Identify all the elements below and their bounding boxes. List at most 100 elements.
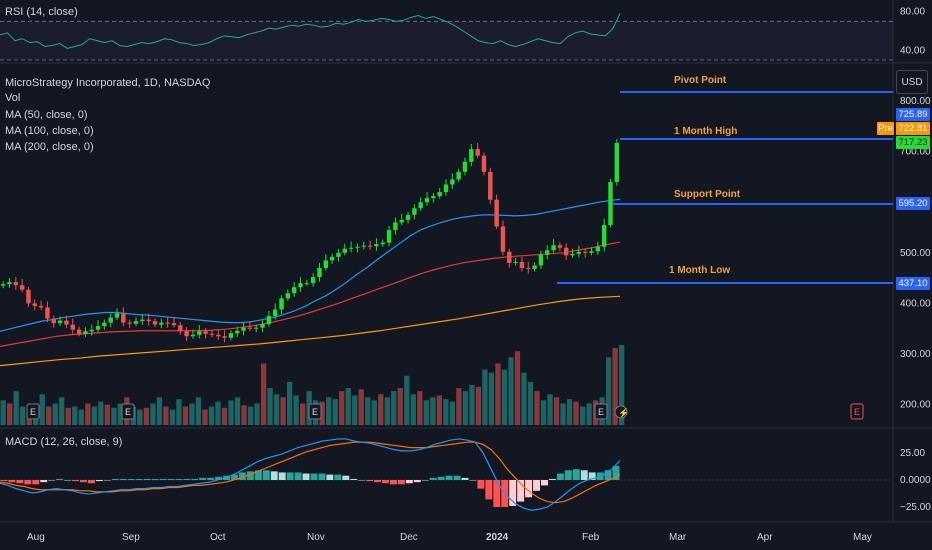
candle-body [247,327,253,329]
candle-body [513,261,518,263]
rsi-line [0,13,621,49]
volume-bar [221,407,228,425]
macd-histogram-bar [366,480,374,482]
candle-body [89,329,94,332]
volume-bar [163,406,169,425]
candle-body [608,181,613,225]
candle-body [298,283,303,288]
x-tick-label: May [853,532,872,543]
candle-body [342,248,348,253]
earnings-marker [308,403,322,420]
volume-bar [267,388,273,425]
candle-body [241,327,246,331]
macd-histogram-bar [183,478,191,480]
macd-histogram-bar [127,478,135,480]
price-tick-label: 800.00 [900,96,931,107]
volume-bar [85,403,91,425]
volume-bar [65,407,71,425]
price-tick-label: 400.00 [900,298,931,309]
volume-bar [98,401,104,425]
volume-bar [540,400,547,425]
ma50-line [0,198,621,332]
candle-body [507,251,512,263]
volume-bar [339,391,345,425]
volume-bar [612,348,618,425]
volume-bar [410,394,416,425]
macd-histogram-bar [580,470,588,480]
candle-body [260,324,265,328]
candle-body [159,322,164,325]
volume-bar [417,391,423,425]
candle-body [146,319,151,322]
macd-histogram-bar [612,465,620,480]
earnings-marker-label: E [598,407,604,417]
x-tick-label: Aug [27,532,45,543]
volume-bar [72,406,78,425]
x-tick-label: Oct [210,532,226,543]
candle-body [272,309,278,317]
candle-body [190,334,196,337]
volume-bar [0,400,6,425]
volume-bar [117,403,123,425]
macd-histogram-bar [469,480,477,481]
x-tick-label: Feb [582,532,600,543]
volume-bar [462,391,469,425]
macd-histogram-bar [24,480,32,485]
candle-body [614,142,620,182]
month-low-label: 1 Month Low [669,265,731,276]
volume-bar [143,407,150,425]
support-price-tag: 595.20 [896,197,930,210]
candle-body [570,253,575,256]
candle-body [228,333,234,338]
candle-body [95,326,101,330]
candle-body [235,330,240,334]
candle-body [538,254,544,266]
currency-button[interactable]: USD [896,70,928,94]
candle-body [551,245,556,251]
volume-bar [586,403,592,425]
candle-body [171,323,177,326]
volume-bar [534,391,540,425]
volume-bar [378,394,384,425]
volume-bar [501,369,508,425]
price-tick-label: 500.00 [900,248,931,259]
earnings-marker-label: E [30,407,36,417]
ma200-legend: MA (200, close, 0) [5,141,94,153]
macd-histogram-bar [342,475,350,480]
volume-bar [52,403,58,425]
candle-body [526,267,531,269]
macd-histogram-bar [310,473,318,480]
earnings-marker-label: E [125,407,131,417]
month-high-label: 1 Month High [674,126,738,137]
macd-histogram-bar [262,470,270,480]
candle-body [450,179,455,185]
volume-bar [482,369,488,425]
candle-body [418,202,423,209]
volume-bar [605,357,612,425]
earnings-marker-label: E [312,407,318,417]
candle-body [380,242,385,245]
earnings-marker-label: E [854,407,860,417]
candle-body [26,289,31,304]
volume-bar [7,403,13,425]
rsi-tick-label: 40.00 [900,45,925,56]
macd-histogram-bar [485,480,493,500]
price-tick-label: 200.00 [900,400,931,411]
candle-body [462,161,468,172]
candle-body [367,245,373,247]
macd-histogram-bar [87,480,95,484]
candle-body [209,333,215,335]
low-price-tag: 437.10 [896,277,930,290]
vol-legend: Vol [5,92,21,104]
macd-histogram-bar [548,478,556,480]
macd-histogram-bar [135,478,143,480]
candle-body [57,320,63,324]
candle-body [70,324,75,330]
x-tick-label: Dec [400,532,418,543]
candle-body [216,334,221,337]
rsi-band [0,21,893,60]
candle-body [399,219,404,223]
support-point-label: Support Point [674,189,741,200]
macd-histogram-bar [167,478,175,480]
